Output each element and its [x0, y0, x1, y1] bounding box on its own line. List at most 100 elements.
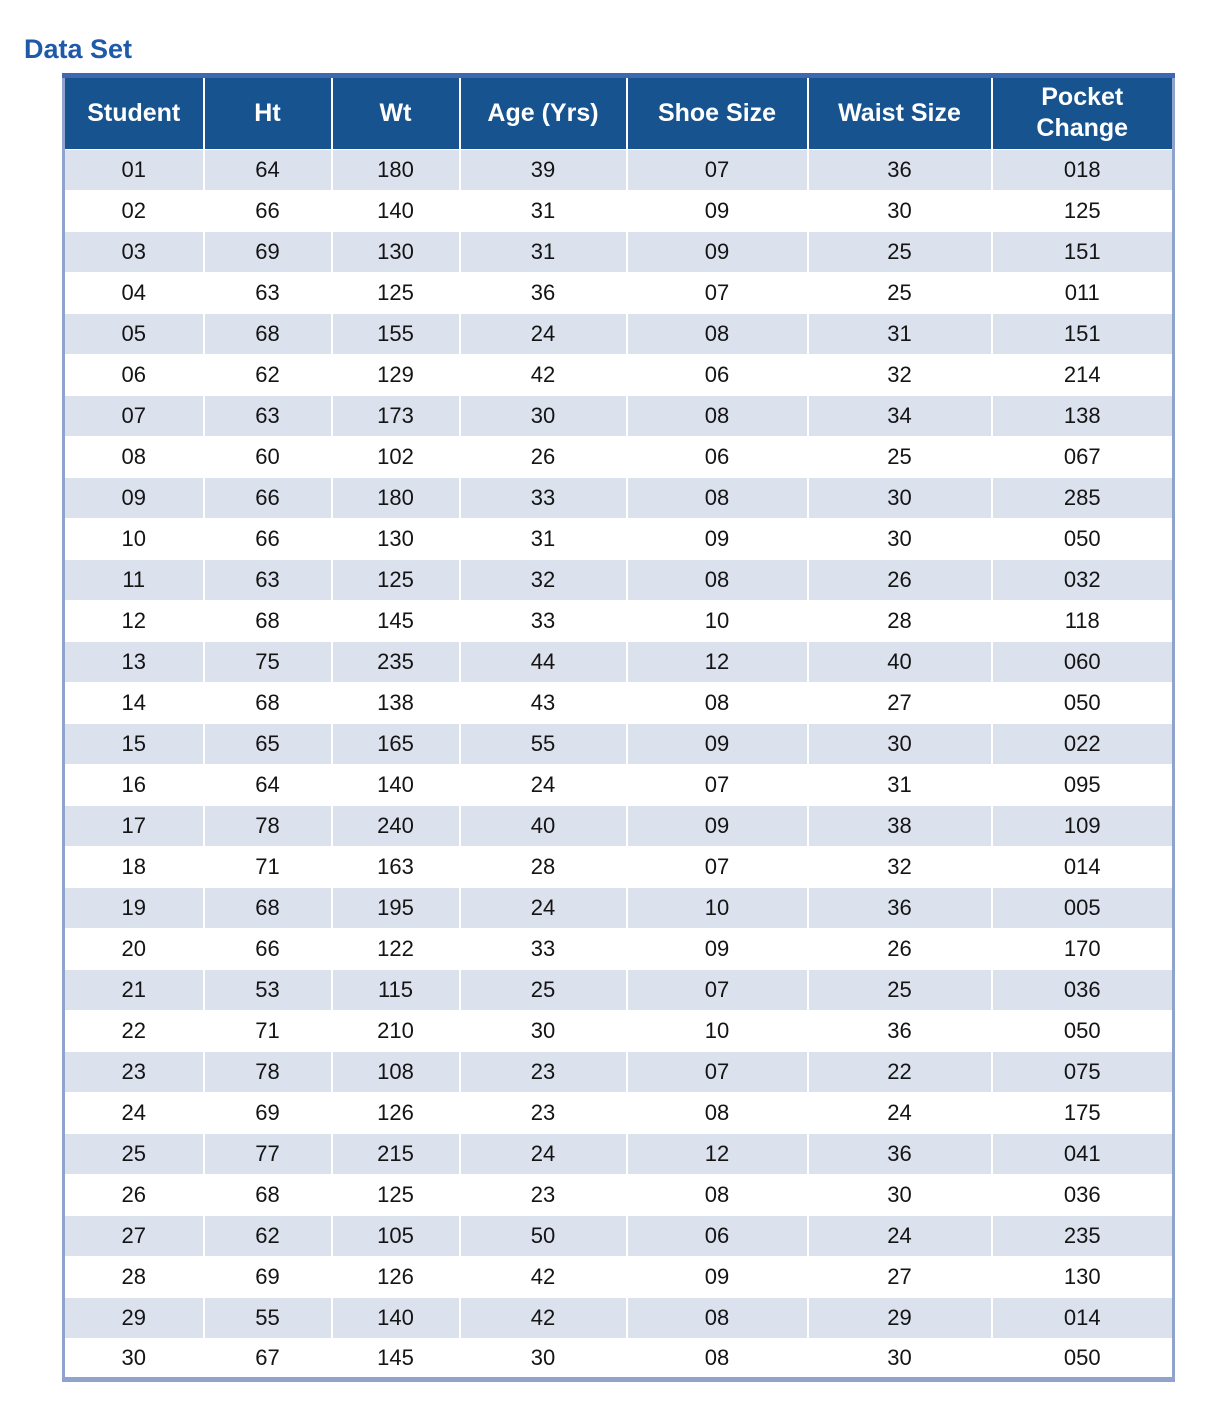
table-cell: 14	[63, 681, 204, 723]
table-cell: 66	[202, 927, 332, 969]
table-cell: 08	[625, 1091, 808, 1133]
table-cell: 126	[330, 1255, 460, 1297]
table-cell: 09	[625, 189, 808, 231]
table-cell: 10	[63, 517, 204, 559]
table-row: 22 71 210 30 10 36 050	[63, 1009, 1174, 1051]
table-cell: 36	[806, 886, 992, 928]
table-cell: 63	[202, 271, 332, 313]
table-cell: 29	[806, 1296, 992, 1338]
table-cell: 24	[806, 1214, 992, 1256]
table-cell: 27	[806, 681, 992, 723]
table-row: 01 64 180 39 07 36 018	[63, 148, 1174, 190]
table-cell: 67	[202, 1337, 332, 1379]
table-cell: 109	[990, 804, 1174, 846]
table-row: 21 53 115 25 07 25 036	[63, 968, 1174, 1010]
table-cell: 25	[806, 271, 992, 313]
table-cell: 34	[806, 394, 992, 436]
table-cell: 36	[806, 1132, 992, 1174]
table-cell: 22	[63, 1009, 204, 1051]
table-cell: 68	[202, 312, 332, 354]
table-cell: 24	[806, 1091, 992, 1133]
table-cell: 26	[63, 1173, 204, 1215]
table-cell: 30	[806, 1173, 992, 1215]
table-cell: 33	[458, 476, 627, 518]
column-header-shoe-size: Shoe Size	[625, 75, 808, 149]
table-cell: 214	[990, 353, 1174, 395]
table-cell: 140	[330, 1296, 460, 1338]
table-cell: 30	[806, 517, 992, 559]
table-cell: 151	[990, 312, 1174, 354]
table-cell: 33	[458, 927, 627, 969]
table-cell: 12	[625, 640, 808, 682]
table-cell: 050	[990, 1009, 1174, 1051]
table-cell: 25	[806, 435, 992, 477]
table-cell: 145	[330, 599, 460, 641]
table-cell: 09	[625, 230, 808, 272]
table-cell: 40	[458, 804, 627, 846]
table-cell: 195	[330, 886, 460, 928]
table-row: 03 69 130 31 09 25 151	[63, 230, 1174, 272]
table-row: 28 69 126 42 09 27 130	[63, 1255, 1174, 1297]
table-cell: 23	[458, 1173, 627, 1215]
table-cell: 07	[625, 968, 808, 1010]
table-cell: 215	[330, 1132, 460, 1174]
table-cell: 10	[625, 1009, 808, 1051]
table-cell: 11	[63, 558, 204, 600]
table-row: 17 78 240 40 09 38 109	[63, 804, 1174, 846]
table-cell: 75	[202, 640, 332, 682]
table-cell: 122	[330, 927, 460, 969]
table-cell: 07	[625, 1050, 808, 1092]
table-cell: 68	[202, 1173, 332, 1215]
table-cell: 130	[330, 517, 460, 559]
table-cell: 31	[458, 517, 627, 559]
table-cell: 36	[806, 1009, 992, 1051]
table-row: 13 75 235 44 12 40 060	[63, 640, 1174, 682]
table-cell: 55	[202, 1296, 332, 1338]
table-cell: 173	[330, 394, 460, 436]
table-cell: 09	[625, 1255, 808, 1297]
table-cell: 25	[806, 968, 992, 1010]
table-cell: 26	[806, 558, 992, 600]
table-cell: 06	[625, 353, 808, 395]
table-cell: 30	[458, 1009, 627, 1051]
table-cell: 03	[63, 230, 204, 272]
table-cell: 125	[330, 271, 460, 313]
table-cell: 30	[63, 1337, 204, 1379]
table-row: 14 68 138 43 08 27 050	[63, 681, 1174, 723]
table-cell: 09	[625, 927, 808, 969]
table-body: 01 64 180 39 07 36 018 02 66 140 31 09 30 125 03 69 130 3…	[63, 148, 1174, 1379]
table-row: 25 77 215 24 12 36 041	[63, 1132, 1174, 1174]
table-cell: 31	[458, 230, 627, 272]
table-cell: 07	[625, 845, 808, 887]
table-cell: 16	[63, 763, 204, 805]
table-row: 02 66 140 31 09 30 125	[63, 189, 1174, 231]
table-cell: 24	[458, 886, 627, 928]
table-cell: 13	[63, 640, 204, 682]
table-cell: 08	[625, 1173, 808, 1215]
table-cell: 08	[625, 681, 808, 723]
table-cell: 06	[63, 353, 204, 395]
table-cell: 08	[625, 1296, 808, 1338]
table-cell: 095	[990, 763, 1174, 805]
table-cell: 65	[202, 722, 332, 764]
table-cell: 07	[63, 394, 204, 436]
table-cell: 53	[202, 968, 332, 1010]
table-cell: 23	[63, 1050, 204, 1092]
table-row: 12 68 145 33 10 28 118	[63, 599, 1174, 641]
table-cell: 43	[458, 681, 627, 723]
table-cell: 66	[202, 517, 332, 559]
table-cell: 68	[202, 886, 332, 928]
table-cell: 20	[63, 927, 204, 969]
table-cell: 24	[458, 763, 627, 805]
table-cell: 04	[63, 271, 204, 313]
table-cell: 06	[625, 435, 808, 477]
table-cell: 71	[202, 1009, 332, 1051]
table-row: 20 66 122 33 09 26 170	[63, 927, 1174, 969]
table-cell: 69	[202, 1091, 332, 1133]
table-cell: 68	[202, 681, 332, 723]
table-cell: 27	[806, 1255, 992, 1297]
table-cell: 08	[625, 394, 808, 436]
table-cell: 42	[458, 1296, 627, 1338]
table-cell: 25	[63, 1132, 204, 1174]
table-cell: 36	[806, 148, 992, 190]
